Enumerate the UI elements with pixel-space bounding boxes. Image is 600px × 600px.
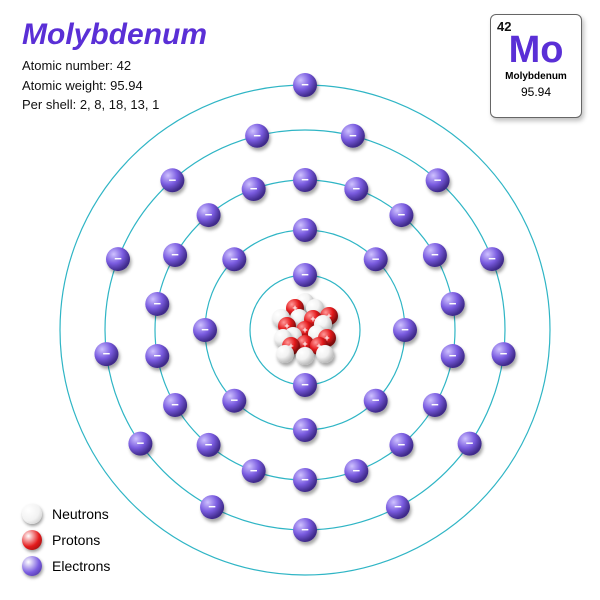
svg-text:+: + — [302, 325, 307, 335]
svg-text:−: − — [171, 397, 179, 412]
svg-text:−: − — [372, 251, 380, 266]
svg-text:−: − — [398, 207, 406, 222]
svg-text:−: − — [301, 222, 309, 237]
svg-text:−: − — [169, 172, 177, 187]
svg-text:−: − — [401, 322, 409, 337]
svg-text:−: − — [353, 181, 361, 196]
svg-text:−: − — [349, 128, 357, 143]
svg-text:−: − — [301, 267, 309, 282]
svg-text:−: − — [434, 172, 442, 187]
svg-text:−: − — [301, 77, 309, 92]
svg-text:−: − — [201, 322, 209, 337]
svg-text:−: − — [301, 472, 309, 487]
svg-text:−: − — [171, 247, 179, 262]
svg-text:−: − — [250, 463, 258, 478]
svg-text:−: − — [103, 346, 111, 361]
svg-text:−: − — [449, 296, 457, 311]
svg-text:−: − — [431, 247, 439, 262]
svg-text:−: − — [301, 522, 309, 537]
svg-text:−: − — [394, 499, 402, 514]
svg-text:−: − — [153, 296, 161, 311]
svg-text:−: − — [431, 397, 439, 412]
svg-text:−: − — [372, 393, 380, 408]
svg-text:−: − — [230, 251, 238, 266]
svg-text:−: − — [114, 251, 122, 266]
svg-text:−: − — [253, 128, 261, 143]
svg-text:−: − — [137, 436, 145, 451]
svg-text:−: − — [250, 181, 258, 196]
svg-text:−: − — [301, 422, 309, 437]
svg-text:−: − — [208, 499, 216, 514]
svg-text:−: − — [353, 463, 361, 478]
atom-diagram: +++++++++−−−−−−−−−−−−−−−−−−−−−−−−−−−−−−−… — [0, 0, 600, 600]
svg-text:−: − — [488, 251, 496, 266]
svg-text:−: − — [230, 393, 238, 408]
svg-text:−: − — [301, 172, 309, 187]
svg-text:−: − — [301, 377, 309, 392]
svg-text:−: − — [449, 348, 457, 363]
svg-text:−: − — [153, 348, 161, 363]
svg-text:−: − — [500, 346, 508, 361]
svg-text:−: − — [466, 436, 474, 451]
svg-text:−: − — [205, 437, 213, 452]
svg-text:−: − — [205, 207, 213, 222]
svg-text:−: − — [398, 437, 406, 452]
